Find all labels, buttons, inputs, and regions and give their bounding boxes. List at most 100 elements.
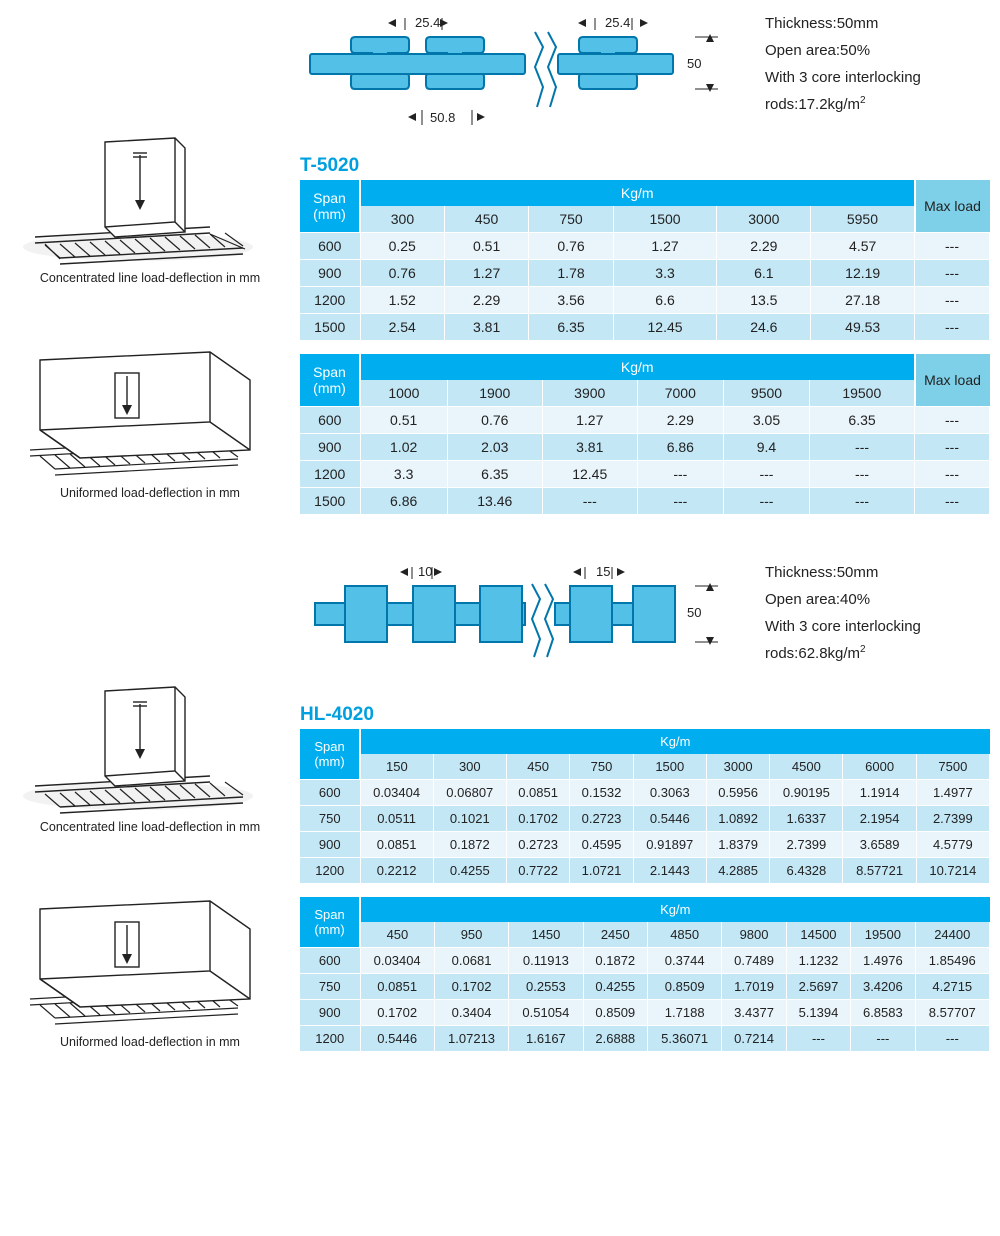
value-cell: 0.3063 [633,780,706,806]
spec-thickness: Thickness:50mm [765,559,921,586]
value-cell: 2.29 [444,287,528,314]
span-cell: 600 [300,407,360,434]
value-cell: 12.19 [811,260,915,287]
th-col: 3000 [717,206,811,233]
value-cell: 0.8509 [647,974,721,1000]
value-cell: 0.4595 [570,832,633,858]
section-hl4020: Concentrated line load-deflection in mm [10,559,990,1051]
uniform-caption: Uniformed load-deflection in mm [10,486,290,500]
th-col: 4500 [770,754,843,780]
th-col: 1450 [509,922,583,948]
value-cell: 1.7019 [722,974,786,1000]
value-cell: 0.7214 [722,1026,786,1052]
value-cell: 6.4328 [770,858,843,884]
svg-text:15: 15 [596,564,610,579]
right-content-hl4020: 10 15 [300,559,990,1051]
value-cell: 1.6337 [770,806,843,832]
th-col: 450 [444,206,528,233]
value-cell: --- [851,1026,915,1052]
value-cell: 1.1232 [786,948,850,974]
value-cell: 5.1394 [786,1000,850,1026]
spec-rods: rods:17.2kg/m2 [765,91,921,118]
value-cell: 2.54 [360,314,444,341]
value-cell: 0.1872 [583,948,647,974]
value-cell: 0.1702 [506,806,569,832]
value-cell: --- [810,434,915,461]
table-row: 12000.22120.42550.77221.07212.14434.2885… [300,858,990,884]
th-col: 300 [433,754,506,780]
concentrated-diagram-t5020: Concentrated line load-deflection in mm [10,130,290,285]
concentrated-diagram-hl4020: Concentrated line load-deflection in mm [10,679,290,834]
value-cell: 0.7722 [506,858,569,884]
value-cell: 3.05 [723,407,809,434]
value-cell: 1.7188 [647,1000,721,1026]
t5020-table2: Span(mm) Kg/m Max load 10001900390070009… [300,354,990,514]
span-cell: 600 [300,233,360,260]
value-cell: 1.78 [529,260,613,287]
value-cell: --- [542,488,637,515]
value-cell: 6.8583 [851,1000,915,1026]
th-col: 450 [506,754,569,780]
concentrated-caption: Concentrated line load-deflection in mm [10,820,290,834]
uniform-diagram-hl4020: Uniformed load-deflection in mm [10,879,290,1049]
value-cell: 3.3 [613,260,717,287]
th-col: 14500 [786,922,850,948]
right-content-t5020: 25.4 25.4 [300,10,990,514]
value-cell: 1.4976 [851,948,915,974]
span-cell: 900 [300,1000,360,1026]
max-cell: --- [915,260,990,287]
value-cell: 6.35 [810,407,915,434]
value-cell: 1.0721 [570,858,633,884]
th-col: 19500 [810,380,915,407]
hl4020-t2-cols: 4509501450245048509800145001950024400 [300,922,990,948]
model-t5020: T-5020 [300,155,990,177]
svg-text:25.4: 25.4 [415,15,440,30]
th-maxload: Max load [915,354,990,407]
value-cell: 6.6 [613,287,717,314]
value-cell: 2.29 [637,407,723,434]
value-cell: 27.18 [811,287,915,314]
svg-text:50: 50 [687,56,701,71]
value-cell: 0.06807 [433,780,506,806]
value-cell: 8.57721 [843,858,916,884]
profile-row-hl4020: 10 15 [300,559,990,694]
value-cell: 6.35 [529,314,613,341]
svg-text:10: 10 [418,564,432,579]
table-row: 7500.05110.10210.17020.27230.54461.08921… [300,806,990,832]
value-cell: --- [637,488,723,515]
value-cell: 12.45 [613,314,717,341]
model-hl4020: HL-4020 [300,704,990,726]
value-cell: 0.0511 [360,806,433,832]
value-cell: 0.3404 [434,1000,508,1026]
t5020-t1-cols: 300450750150030005950 [300,206,990,233]
value-cell: 9.4 [723,434,809,461]
value-cell: 0.03404 [360,780,433,806]
span-cell: 1200 [300,461,360,488]
table-row: 7500.08510.17020.25530.42550.85091.70192… [300,974,990,1000]
value-cell: --- [637,461,723,488]
value-cell: --- [723,461,809,488]
max-cell: --- [915,488,990,515]
th-col: 450 [360,922,434,948]
th-col: 1500 [613,206,717,233]
th-col: 9800 [722,922,786,948]
th-col: 3900 [542,380,637,407]
th-col: 3000 [706,754,769,780]
value-cell: 1.02 [360,434,447,461]
value-cell: 0.5956 [706,780,769,806]
value-cell: 0.76 [360,260,444,287]
specs-t5020: Thickness:50mm Open area:50% With 3 core… [765,10,921,145]
th-span: Span(mm) [300,897,360,948]
t5020-table1: Span(mm) Kg/m Max load 30045075015003000… [300,180,990,340]
t5020-t1-body: 6000.250.510.761.272.294.57---9000.761.2… [300,233,990,341]
span-cell: 900 [300,434,360,461]
value-cell: 0.7489 [722,948,786,974]
hl4020-t1-cols: 15030045075015003000450060007500 [300,754,990,780]
value-cell: 0.51 [444,233,528,260]
hl4020-table1: Span(mm) Kg/m 15030045075015003000450060… [300,729,990,883]
table-row: 12000.54461.072131.61672.68885.360710.72… [300,1026,990,1052]
hl4020-t2-body: 6000.034040.06810.119130.18720.37440.748… [300,948,990,1052]
value-cell: 1.8379 [706,832,769,858]
th-col: 19500 [851,922,915,948]
th-col: 7500 [916,754,989,780]
